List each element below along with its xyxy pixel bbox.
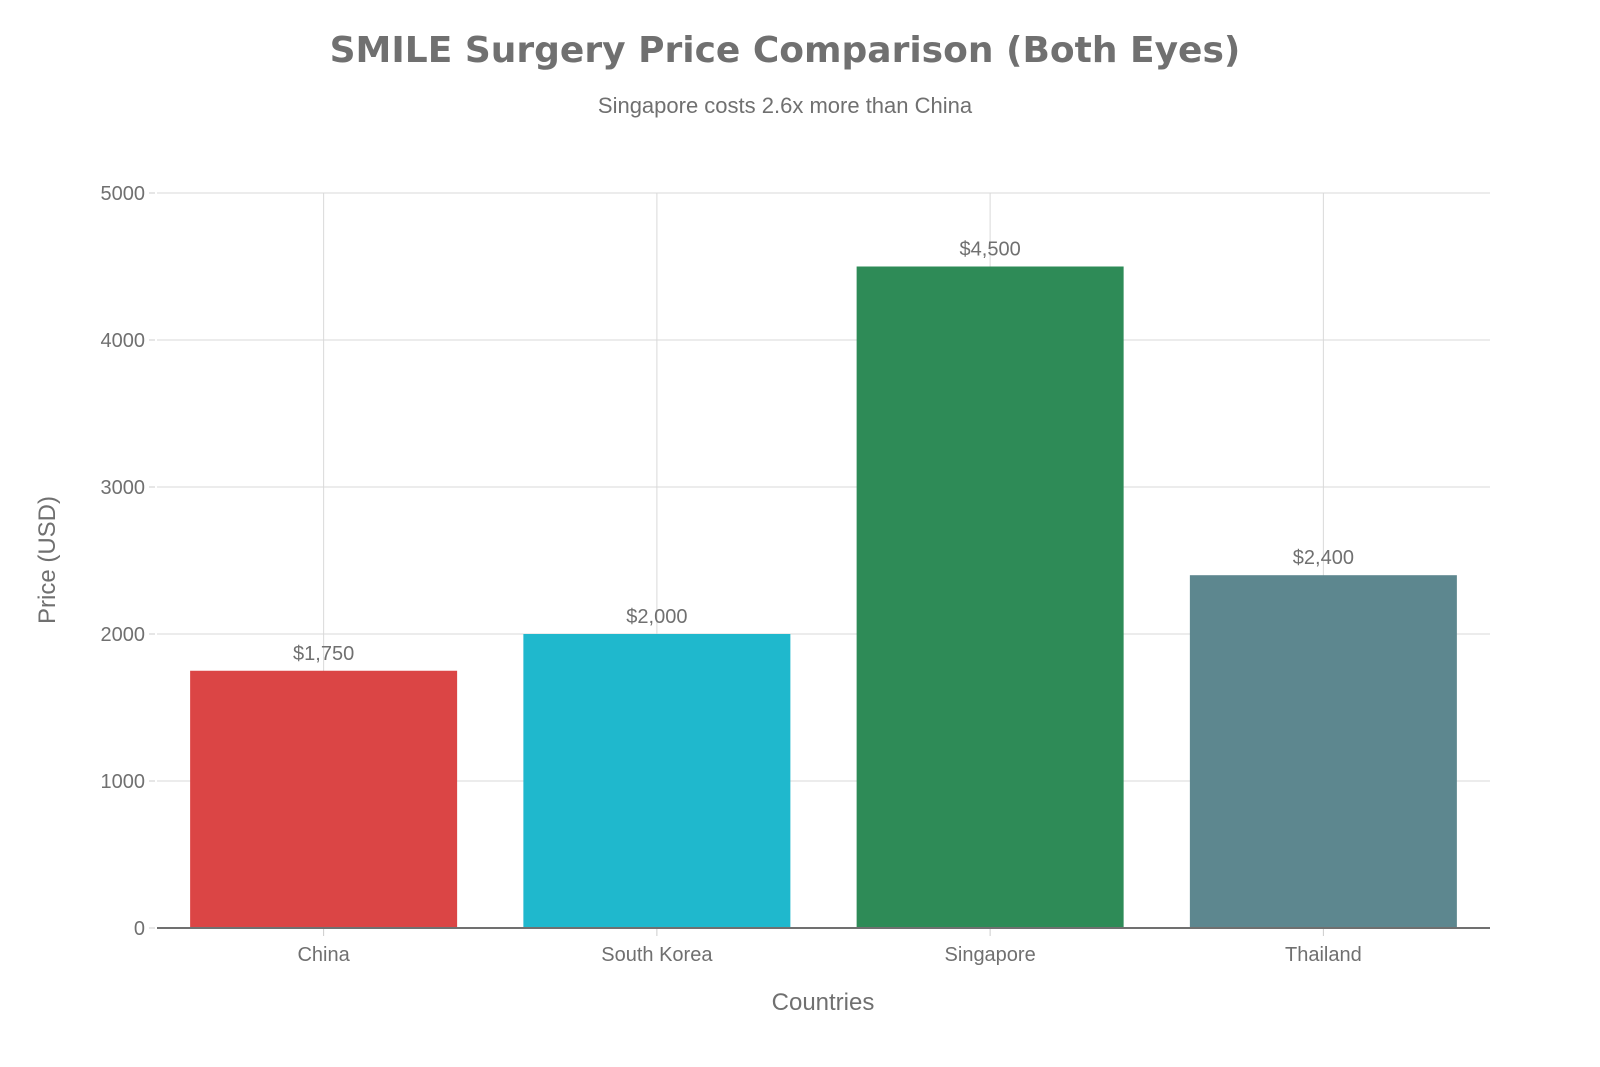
bar-singapore (856, 266, 1124, 928)
y-tick-label: 5000 (101, 183, 146, 205)
y-tick-label: 1000 (101, 771, 146, 793)
data-label: $1,750 (293, 643, 354, 665)
chart-title: SMILE Surgery Price Comparison (Both Eye… (329, 30, 1241, 71)
x-tick-label: South Korea (601, 944, 713, 966)
bar-south-korea (523, 634, 791, 928)
bar-thailand (1189, 575, 1457, 928)
x-axis-title: Countries (772, 989, 875, 1016)
chart-subtitle: Singapore costs 2.6x more than China (597, 93, 973, 118)
y-tick-label: 0 (134, 918, 145, 940)
data-label: $2,400 (1293, 547, 1354, 569)
x-tick-label: Thailand (1285, 944, 1362, 966)
data-label: $2,000 (626, 606, 687, 628)
data-label: $4,500 (960, 239, 1021, 261)
x-tick-label: Singapore (945, 944, 1036, 966)
y-tick-label: 4000 (101, 330, 146, 352)
y-tick-label: 2000 (101, 624, 146, 646)
x-tick-label: China (297, 944, 350, 966)
bar-china (190, 670, 458, 928)
y-axis-title: Price (USD) (34, 496, 61, 624)
y-tick-label: 3000 (101, 477, 146, 499)
